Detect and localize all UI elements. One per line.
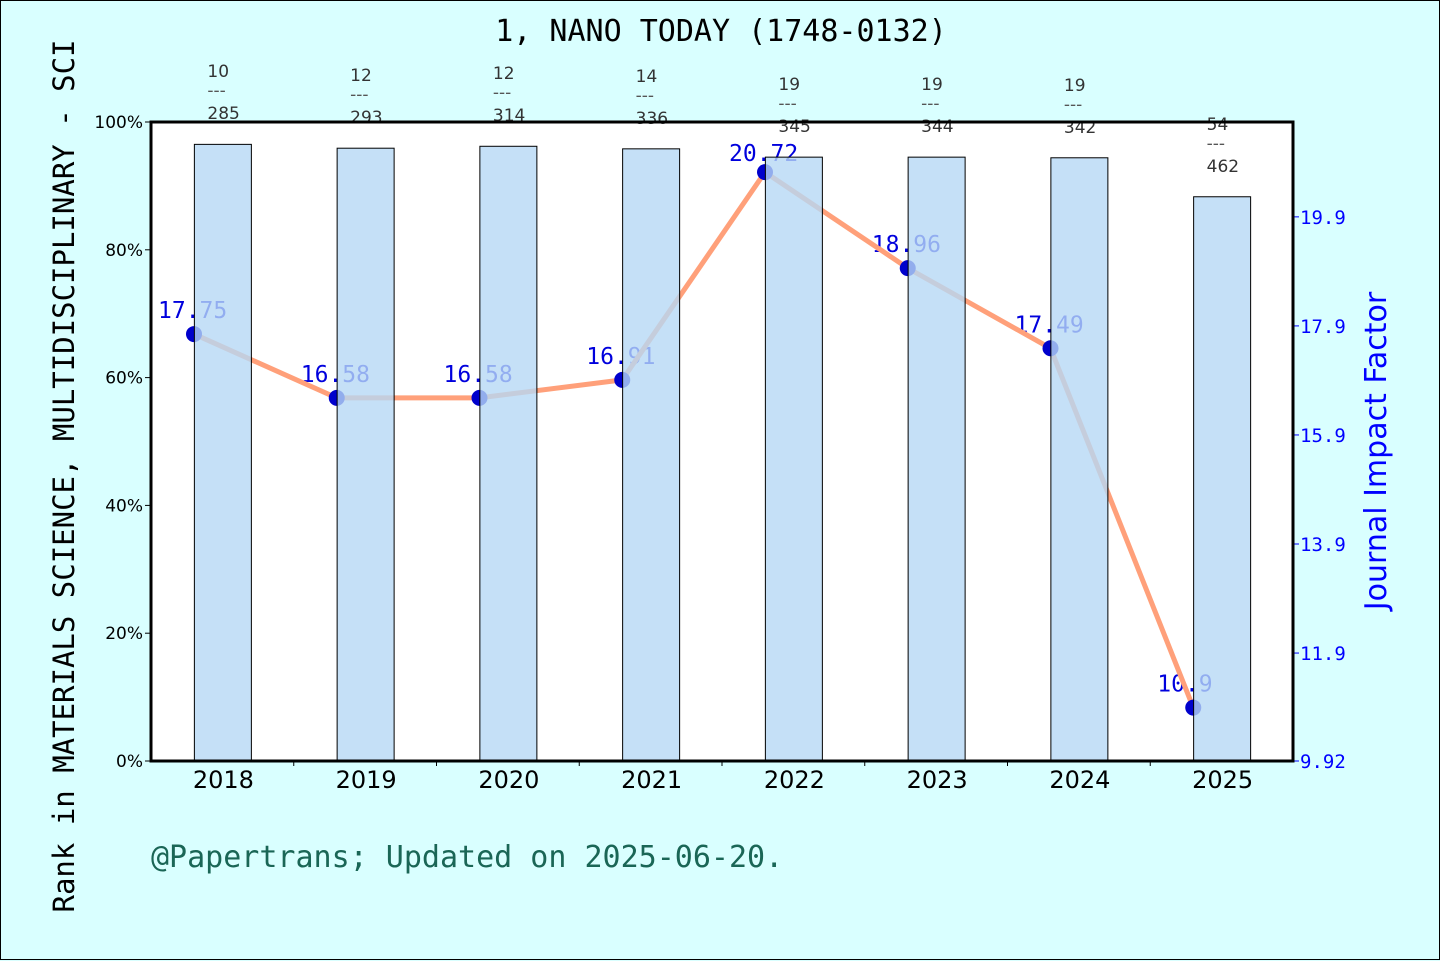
total-label: 462 [1207, 157, 1239, 177]
rank-label: 54 [1207, 115, 1229, 135]
rank-bar [764, 156, 823, 762]
left-tick-label: 80% [105, 241, 143, 261]
x-tick-label: 2023 [907, 766, 968, 794]
right-tick-label: 13.9 [1300, 534, 1346, 556]
rank-separator: --- [921, 94, 939, 114]
x-tick-label: 2025 [1192, 766, 1253, 794]
x-tick-label: 2020 [478, 766, 539, 794]
total-label: 285 [207, 104, 239, 124]
x-tick-label: 2021 [621, 766, 682, 794]
right-axis-label: Journal Impact Factor [1359, 291, 1394, 612]
rank-bar [1050, 157, 1109, 762]
rank-separator: --- [207, 81, 225, 101]
rank-bar [193, 143, 252, 762]
total-label: 293 [350, 108, 382, 128]
footer-text: @Papertrans; Updated on 2025-06-20. [151, 840, 783, 875]
x-tick-label: 2019 [336, 766, 397, 794]
right-tick-label: 17.9 [1300, 316, 1346, 338]
x-tick-label: 2024 [1049, 766, 1110, 794]
rank-bar [1193, 196, 1252, 762]
total-label: 344 [921, 117, 953, 137]
rank-bar [336, 147, 395, 762]
x-tick-label: 2022 [764, 766, 825, 794]
right-tick-label: 11.9 [1300, 643, 1346, 665]
left-tick-label: 0% [116, 752, 143, 772]
x-tick-label: 2018 [193, 766, 254, 794]
right-tick-label: 9.92 [1300, 751, 1346, 773]
rank-label: 12 [350, 66, 372, 86]
chart-title: 1, NANO TODAY (1748-0132) [495, 14, 947, 49]
rank-label: 19 [778, 75, 800, 95]
rank-bar [479, 145, 538, 762]
rank-label: 19 [921, 75, 943, 95]
rank-separator: --- [1064, 95, 1082, 115]
rank-bar [907, 156, 966, 762]
rank-separator: --- [1207, 134, 1225, 154]
left-axis-label: Rank in MATERIALS SCIENCE, MULTIDISCIPLI… [47, 40, 81, 913]
rank-label: 12 [493, 64, 515, 84]
rank-label: 10 [207, 62, 229, 82]
rank-separator: --- [778, 94, 796, 114]
left-tick-label: 40% [105, 496, 143, 516]
rank-label: 14 [636, 67, 658, 87]
rank-separator: --- [636, 86, 654, 106]
rank-bar [622, 148, 681, 762]
right-tick-label: 15.9 [1300, 425, 1346, 447]
rank-separator: --- [493, 83, 511, 103]
plot-area [151, 122, 1293, 761]
rank-separator: --- [350, 85, 368, 105]
right-tick-label: 19.9 [1300, 207, 1346, 229]
left-tick-label: 60% [105, 369, 143, 389]
left-tick-label: 100% [94, 113, 143, 133]
total-label: 336 [636, 109, 668, 129]
left-tick-label: 20% [105, 624, 143, 644]
rank-label: 19 [1064, 76, 1086, 96]
total-label: 345 [778, 117, 810, 137]
